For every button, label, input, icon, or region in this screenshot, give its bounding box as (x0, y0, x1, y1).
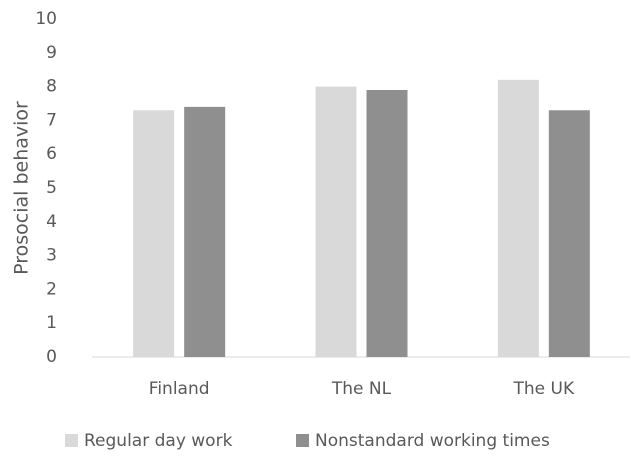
bar (184, 106, 226, 357)
y-tick-label: 2 (46, 279, 57, 299)
legend-label: Nonstandard working times (315, 431, 550, 451)
y-tick-label: 6 (46, 144, 57, 164)
x-tick-label: The NL (331, 379, 392, 399)
y-tick-label: 9 (46, 43, 57, 63)
y-tick-label: 7 (46, 110, 57, 130)
legend-swatch (296, 434, 309, 447)
legend-label: Regular day work (84, 431, 233, 451)
x-tick-label: Finland (149, 379, 210, 399)
y-tick-label: 5 (46, 178, 57, 198)
y-tick-label: 10 (35, 9, 57, 29)
y-tick-label: 4 (46, 212, 57, 232)
bar (133, 110, 175, 357)
legend-swatch (65, 434, 78, 447)
bar (497, 79, 539, 357)
y-tick-label: 3 (46, 246, 57, 266)
x-tick-label: The UK (513, 379, 575, 399)
y-tick-label: 1 (46, 313, 57, 333)
bar (366, 89, 408, 357)
bar (315, 86, 357, 357)
y-tick-label: 8 (46, 77, 57, 97)
bar (548, 110, 590, 357)
y-axis-title: Prosocial behavior (11, 101, 33, 275)
y-tick-label: 0 (46, 347, 57, 367)
